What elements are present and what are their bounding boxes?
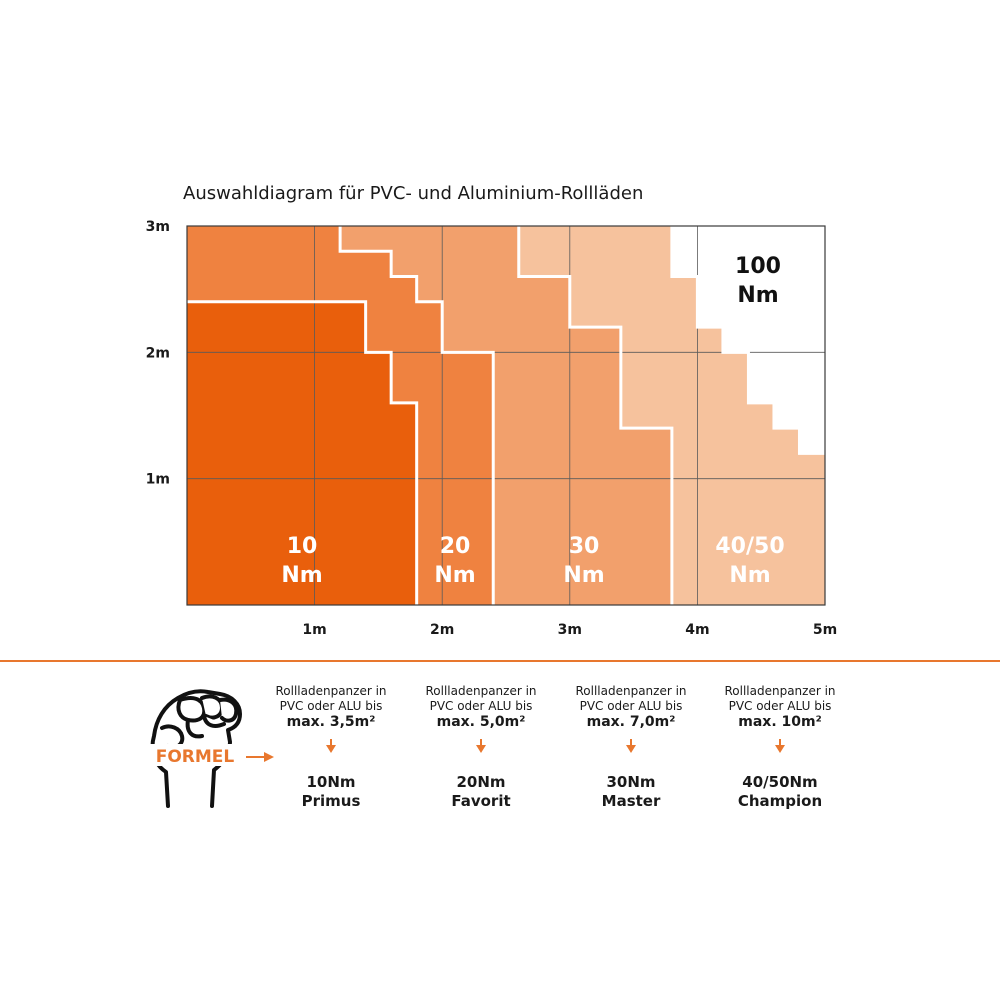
legend-desc-line2: PVC oder ALU bis	[279, 699, 383, 713]
legend-max-area: max. 3,5m²	[286, 714, 376, 730]
right-arrow-icon	[246, 752, 274, 762]
legend-max-area: max. 5,0m²	[436, 714, 526, 730]
legend-desc-line1: Rollladenpanzer in	[575, 684, 687, 698]
legend-desc-line2: PVC oder ALU bis	[429, 699, 533, 713]
boundary-30nm	[517, 226, 674, 605]
zone-label-10nm-value: 10	[287, 534, 318, 559]
legend-desc-line1: Rollladenpanzer in	[724, 684, 836, 698]
down-arrow-icon	[476, 739, 486, 753]
legend-desc-line2: PVC oder ALU bis	[728, 699, 832, 713]
y-tick-label: 2m	[146, 345, 170, 361]
legend-max-area: max. 10m²	[738, 714, 822, 730]
zone-label-40-50nm-unit: Nm	[729, 563, 770, 588]
legend-max-area: max. 7,0m²	[586, 714, 676, 730]
legend-item-40-50nm: Rollladenpanzer in PVC oder ALU bis max.…	[700, 684, 860, 811]
down-arrow-icon	[326, 739, 336, 753]
legend-desc-line1: Rollladenpanzer in	[425, 684, 537, 698]
zone-10nm-area	[187, 226, 417, 605]
plot-frame	[186, 225, 826, 606]
zone-label-100nm-value: 100	[735, 254, 781, 279]
legend-desc-line2: PVC oder ALU bis	[579, 699, 683, 713]
legend-item-20nm: Rollladenpanzer in PVC oder ALU bis max.…	[401, 684, 561, 811]
legend-product-name: Primus	[301, 792, 361, 810]
x-tick-label: 2m	[430, 622, 454, 638]
legend-product-torque: 40/50Nm	[742, 773, 818, 791]
section-divider	[0, 660, 1000, 662]
y-tick-label: 3m	[146, 219, 170, 235]
legend-product-torque: 10Nm	[306, 773, 356, 791]
zone-label-20nm-unit: Nm	[434, 563, 475, 588]
down-arrow-icon	[626, 739, 636, 753]
legend-product-torque: 30Nm	[606, 773, 656, 791]
legend-product-name: Favorit	[451, 792, 511, 810]
legend-product-torque: 20Nm	[456, 773, 506, 791]
zone-label-30nm-value: 30	[569, 534, 600, 559]
legend-item-30nm: Rollladenpanzer in PVC oder ALU bis max.…	[551, 684, 711, 811]
x-tick-label: 5m	[813, 622, 837, 638]
boundary-20nm	[338, 226, 495, 605]
chart-title: Auswahldiagram für PVC- und Aluminium-Ro…	[183, 183, 644, 204]
x-tick-label: 1m	[302, 622, 326, 638]
zone-label-20nm-value: 20	[440, 534, 471, 559]
legend-desc-line1: Rollladenpanzer in	[275, 684, 387, 698]
y-tick-label: 1m	[146, 472, 170, 488]
legend-product-name: Champion	[737, 792, 823, 810]
boundary-10nm	[187, 300, 419, 605]
down-arrow-icon	[775, 739, 785, 753]
x-tick-label: 3m	[558, 622, 582, 638]
boundary-40-50nm	[670, 226, 825, 455]
zone-label-100nm-unit: Nm	[737, 283, 778, 308]
fist-logo-icon: FORMEL	[146, 689, 244, 808]
formel-brand: FORMEL	[156, 747, 235, 767]
x-tick-label: 4m	[685, 622, 709, 638]
legend-item-10nm: Rollladenpanzer in PVC oder ALU bis max.…	[251, 684, 411, 811]
zone-label-40-50nm-value: 40/50	[715, 534, 784, 559]
legend-product-name: Master	[601, 792, 661, 810]
zone-label-30nm-unit: Nm	[563, 563, 604, 588]
zone-label-10nm-unit: Nm	[281, 563, 322, 588]
torque-selection-chart: 1m 2m 3m 4m 5m 1m 2m 3m 10 Nm 20 Nm 30 Nm 40/50 Nm 100 Nm	[146, 219, 838, 638]
